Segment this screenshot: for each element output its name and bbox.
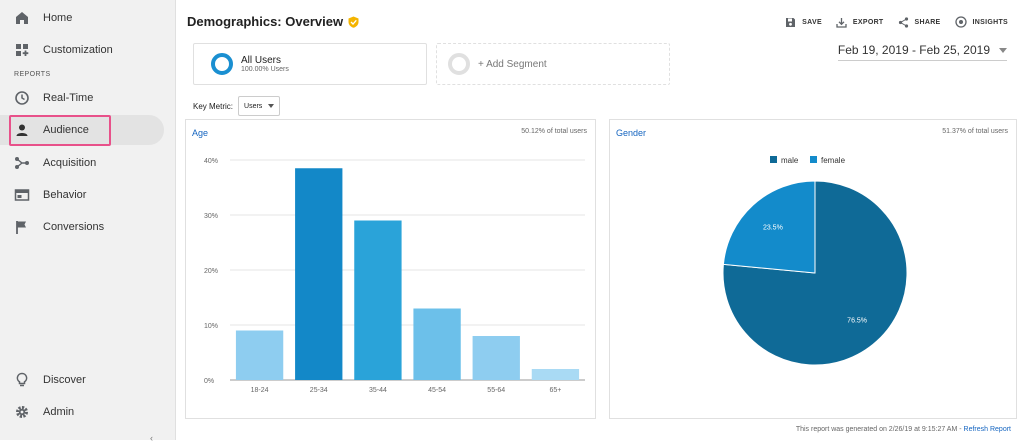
sidebar-item-label: Audience xyxy=(43,124,89,136)
acquisition-icon xyxy=(14,155,30,171)
age-bar-35-44[interactable] xyxy=(354,220,402,381)
gender-pie-chart: male female 76.5% 23.5% xyxy=(722,156,908,366)
key-metric-label: Key Metric: xyxy=(193,101,234,111)
verified-shield-icon xyxy=(348,16,359,28)
sidebar-item-real-time[interactable]: Real-Time xyxy=(0,83,164,113)
insights-label: INSIGHTS xyxy=(972,18,1008,26)
x-tick-label: 65+ xyxy=(549,387,561,394)
x-tick-label: 35-44 xyxy=(369,387,387,394)
age-bar-25-34[interactable] xyxy=(295,168,343,380)
share-icon xyxy=(898,16,908,28)
gender-total-pct: 51.37% of total users xyxy=(942,128,1008,135)
sidebar-item-label: Acquisition xyxy=(43,157,97,169)
save-button[interactable]: SAVE xyxy=(785,16,822,28)
gender-panel: Gender 51.37% of total users male female 7… xyxy=(609,119,1017,419)
key-metric-select[interactable]: Users xyxy=(238,96,281,116)
sidebar-item-label: Conversions xyxy=(43,221,105,233)
pie-value-label: 23.5% xyxy=(763,225,783,232)
sidebar-item-admin[interactable]: Admin xyxy=(0,397,164,427)
legend-swatch-female xyxy=(810,156,817,163)
gear-icon xyxy=(14,404,30,420)
key-metric-value: Users xyxy=(244,102,263,110)
age-bar-45-54[interactable] xyxy=(413,308,461,381)
age-title[interactable]: Age xyxy=(192,128,209,138)
add-segment-button[interactable]: + Add Segment xyxy=(436,43,670,85)
behavior-icon xyxy=(14,187,30,203)
chevron-down-icon xyxy=(999,47,1007,53)
reports-section-label: REPORTS xyxy=(14,71,51,78)
segment-all-users[interactable]: All Users 100.00% Users xyxy=(193,43,427,85)
refresh-report-link[interactable]: Refresh Report xyxy=(963,426,1011,433)
date-range-picker[interactable]: Feb 19, 2019 - Feb 25, 2019 xyxy=(837,43,1007,61)
y-tick-label: 30% xyxy=(204,213,218,220)
age-bar-chart: 0% 10% 20% 30% 40% 18-24 25-34 35-44 45-54 55-64 6… xyxy=(204,158,585,394)
collapse-sidebar-button[interactable]: ‹ xyxy=(150,433,153,443)
y-tick-label: 0% xyxy=(204,378,214,385)
legend-label-male[interactable]: male xyxy=(781,156,799,165)
sidebar-item-customization[interactable]: Customization xyxy=(0,35,164,65)
sidebar-item-label: Home xyxy=(43,12,73,24)
gender-title[interactable]: Gender xyxy=(616,128,647,138)
x-tick-label: 45-54 xyxy=(428,387,446,394)
x-tick-label: 55-64 xyxy=(487,387,505,394)
age-total-pct: 50.12% of total users xyxy=(521,128,587,135)
x-tick-label: 25-34 xyxy=(310,387,328,394)
age-bar-18-24[interactable] xyxy=(235,330,284,381)
export-icon xyxy=(836,17,847,28)
save-label: SAVE xyxy=(802,18,822,26)
clock-icon xyxy=(14,90,30,106)
sidebar: Home Customization REPORTS Real-Time Aud… xyxy=(0,0,176,443)
export-button[interactable]: EXPORT xyxy=(836,16,884,28)
share-label: SHARE xyxy=(914,18,941,26)
y-tick-label: 10% xyxy=(204,323,218,330)
export-label: EXPORT xyxy=(852,18,884,26)
pie-slice-female[interactable] xyxy=(722,180,816,274)
add-segment-label: + Add Segment xyxy=(478,58,547,70)
save-icon xyxy=(786,17,796,27)
legend-label-female[interactable]: female xyxy=(821,156,846,165)
sidebar-item-label: Customization xyxy=(43,44,113,56)
key-metric: Key Metric: Users xyxy=(193,96,281,116)
date-range-text: Feb 19, 2019 - Feb 25, 2019 xyxy=(837,43,990,57)
page-title-text: Demographics: Overview xyxy=(187,14,344,29)
age-bar-65+[interactable] xyxy=(531,369,580,380)
segment-subtitle: 100.00% Users xyxy=(241,66,289,73)
sidebar-item-label: Real-Time xyxy=(43,92,94,104)
dropdown-caret-icon xyxy=(268,104,275,108)
page-title: Demographics: Overview xyxy=(187,14,359,29)
sidebar-item-conversions[interactable]: Conversions xyxy=(0,212,164,242)
x-tick-label: 18-24 xyxy=(251,387,269,394)
pie-slice-male[interactable] xyxy=(722,180,908,366)
report-footer: This report was generated on 2/26/19 at … xyxy=(796,426,1011,433)
sidebar-item-behavior[interactable]: Behavior xyxy=(0,180,164,210)
sidebar-item-audience[interactable]: Audience xyxy=(0,115,164,145)
sidebar-item-home[interactable]: Home xyxy=(0,3,164,33)
share-button[interactable]: SHARE xyxy=(898,16,941,28)
dashboard-icon xyxy=(14,42,30,58)
sidebar-item-discover[interactable]: Discover xyxy=(0,365,164,395)
person-icon xyxy=(14,122,30,138)
home-icon xyxy=(14,10,30,26)
y-tick-label: 20% xyxy=(204,268,218,275)
pie-value-label: 76.5% xyxy=(847,317,867,324)
age-panel: Age 50.12% of total users 0% 10% 20% 30% 40%… xyxy=(185,119,596,419)
insights-icon xyxy=(954,16,967,28)
footer-text: This report was generated on 2/26/19 at … xyxy=(795,426,964,433)
sidebar-item-acquisition[interactable]: Acquisition xyxy=(0,148,164,178)
legend-swatch-male xyxy=(770,156,777,163)
y-tick-label: 40% xyxy=(204,158,218,165)
sidebar-item-label: Discover xyxy=(43,374,86,386)
sidebar-item-label: Behavior xyxy=(43,189,87,201)
segment-bar: All Users 100.00% Users + Add Segment xyxy=(186,39,671,87)
segment-text: All Users 100.00% Users xyxy=(241,55,289,73)
lightbulb-icon xyxy=(14,372,30,388)
sidebar-item-label: Admin xyxy=(43,406,75,418)
insights-button[interactable]: INSIGHTS xyxy=(954,16,1008,28)
segment-ring-icon xyxy=(211,53,233,75)
report-toolbar: SAVE EXPORT SHARE INSIGHTS xyxy=(785,16,1008,28)
segment-title: All Users xyxy=(241,55,282,66)
flag-icon xyxy=(14,219,30,235)
empty-segment-ring-icon xyxy=(448,53,470,75)
age-bar-55-64[interactable] xyxy=(472,336,520,380)
